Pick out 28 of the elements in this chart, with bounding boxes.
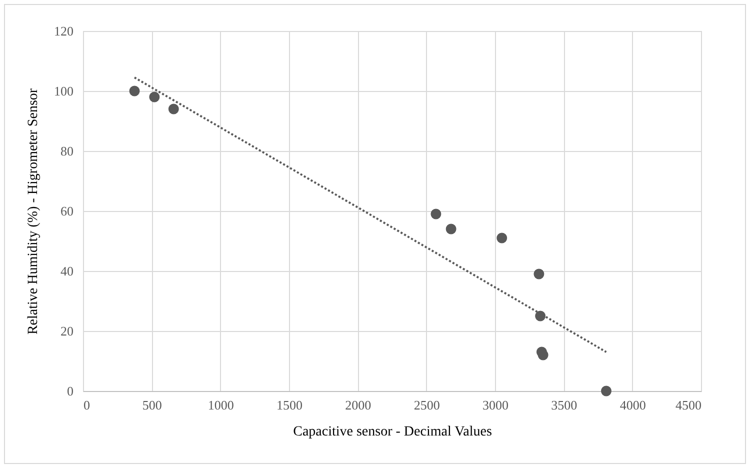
x-tick-label: 500 [142,398,162,412]
x-tick-label: 1500 [276,398,302,412]
x-tick-label: 4500 [676,398,702,412]
point [129,86,140,96]
point [600,386,612,396]
y-tick-label: 100 [54,84,74,98]
y-tick-label: 20 [60,324,74,338]
point [149,92,160,102]
y-axis-title: Relative Humidity (%) - Higrometer Sensor [26,88,41,335]
point [446,224,456,234]
x-tick-label: 2000 [345,398,372,412]
x-tick-label: 4000 [620,398,646,412]
y-tick-label: 0 [67,384,74,398]
point [496,232,508,244]
point [430,208,442,220]
x-axis-title: Capacitive sensor - Decimal Values [293,424,492,440]
x-tick-label: 3500 [551,398,578,412]
y-tick-label: 120 [54,24,74,38]
y-tick-label: 40 [60,264,74,278]
y-tick-label: 60 [60,204,74,218]
point [534,268,544,280]
x-tick-label: 2500 [414,398,440,412]
y-tick-label: 80 [60,144,74,158]
x-tick-label: 3000 [482,398,508,412]
point [538,350,548,360]
x-tick-label: 0 [84,398,90,412]
point [168,104,179,114]
x-tick-label: 1000 [208,398,234,412]
